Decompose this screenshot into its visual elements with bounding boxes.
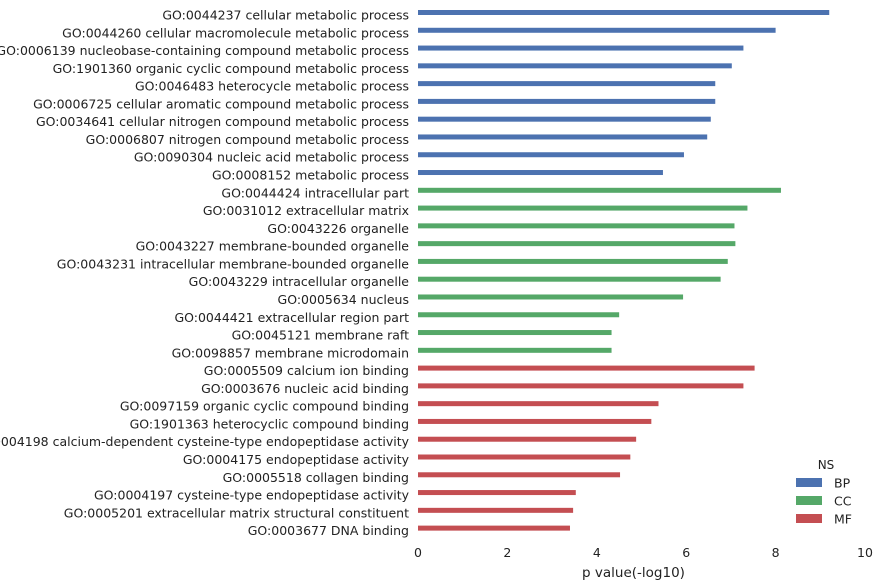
bars <box>418 10 830 531</box>
category-label: GO:0043229 intracellular organelle <box>189 274 410 289</box>
x-axis-title: p value(-log10) <box>582 565 685 581</box>
legend-swatch-mf <box>796 514 822 523</box>
category-label: GO:0044237 cellular metabolic process <box>162 8 409 23</box>
category-label: GO:0006139 nucleobase-containing compoun… <box>0 43 409 58</box>
bar-cc <box>418 330 612 336</box>
category-label: GO:0004175 endopeptidase activity <box>183 452 410 467</box>
legend-swatch-bp <box>796 478 822 487</box>
x-tick-label: 6 <box>682 545 690 560</box>
bar-bp <box>418 98 716 104</box>
bar-bp <box>418 116 711 122</box>
bar-cc <box>418 205 748 211</box>
category-label: GO:0004198 calcium-dependent cysteine-ty… <box>0 434 410 449</box>
bar-mf <box>418 418 652 424</box>
bar-mf <box>418 454 631 460</box>
category-label: GO:0034641 cellular nitrogen compound me… <box>36 114 409 129</box>
category-label: GO:0005634 nucleus <box>278 292 409 307</box>
bar-mf <box>418 490 576 496</box>
category-label: GO:0031012 extracellular matrix <box>203 203 409 218</box>
bar-mf <box>418 525 570 531</box>
x-tick-label: 8 <box>772 545 780 560</box>
legend-swatch-cc <box>796 496 822 505</box>
category-label: GO:0006807 nitrogen compound metabolic p… <box>86 132 409 147</box>
x-tick-label: 10 <box>857 545 873 560</box>
category-label: GO:0004197 cysteine-type endopeptidase a… <box>94 488 410 503</box>
legend-title: NS <box>818 458 835 472</box>
category-label: GO:0005518 collagen binding <box>223 470 409 485</box>
bar-bp <box>418 10 830 15</box>
legend-label-mf: MF <box>834 512 852 527</box>
bar-bp <box>418 81 716 87</box>
x-tick-label: 4 <box>593 545 601 560</box>
bar-bp <box>418 152 684 158</box>
category-label: GO:0090304 nucleic acid metabolic proces… <box>134 150 409 165</box>
legend-entries: BP CC MF <box>796 476 852 527</box>
category-label: GO:0008152 metabolic process <box>212 168 409 183</box>
legend: NS BP CC MF <box>796 458 852 527</box>
bar-mf <box>418 365 755 371</box>
category-label: GO:0044260 cellular macromolecule metabo… <box>62 25 409 40</box>
category-label: GO:0046483 heterocycle metabolic process <box>135 79 409 94</box>
category-label: GO:0045121 membrane raft <box>232 328 410 343</box>
bar-cc <box>418 312 620 318</box>
bar-cc <box>418 241 736 247</box>
bar-cc <box>418 187 781 193</box>
category-labels: GO:0044237 cellular metabolic process GO:… <box>0 8 410 539</box>
bar-bp <box>418 170 663 176</box>
x-axis-ticks: 0 2 4 6 8 10 <box>414 545 873 560</box>
x-tick-label: 2 <box>503 545 511 560</box>
category-label: GO:0043226 organelle <box>267 221 409 236</box>
category-label: GO:1901360 organic cyclic compound metab… <box>53 61 409 76</box>
bar-bp <box>418 27 776 33</box>
bar-mf <box>418 472 621 478</box>
x-tick-label: 0 <box>414 545 422 560</box>
category-label: GO:0097159 organic cyclic compound bindi… <box>120 399 409 414</box>
category-label: GO:0044421 extracellular region part <box>174 310 409 325</box>
category-label: GO:1901363 heterocyclic compound binding <box>130 416 409 431</box>
category-label: GO:0044424 intracellular part <box>221 185 409 200</box>
category-label: GO:0005509 calcium ion binding <box>204 363 409 378</box>
bar-mf <box>418 436 637 442</box>
category-label: GO:0098857 membrane microdomain <box>172 345 409 360</box>
bar-cc <box>418 347 612 353</box>
category-label: GO:0006725 cellular aromatic compound me… <box>33 96 409 111</box>
legend-label-bp: BP <box>834 476 851 491</box>
category-label: GO:0003677 DNA binding <box>248 523 409 538</box>
bar-bp <box>418 63 732 69</box>
bar-cc <box>418 276 721 282</box>
category-label: GO:0005201 extracellular matrix structur… <box>64 505 409 520</box>
bar-cc <box>418 258 728 264</box>
bar-bp <box>418 45 744 51</box>
bar-bp <box>418 134 708 140</box>
bar-cc <box>418 294 684 300</box>
category-label: GO:0043227 membrane-bounded organelle <box>136 239 410 254</box>
category-label: GO:0003676 nucleic acid binding <box>201 381 409 396</box>
category-label: GO:0043231 intracellular membrane-bounde… <box>57 256 410 271</box>
bar-mf <box>418 507 574 513</box>
bar-mf <box>418 401 659 407</box>
bar-cc <box>418 223 735 229</box>
bar-mf <box>418 383 744 389</box>
legend-label-cc: CC <box>834 494 852 509</box>
